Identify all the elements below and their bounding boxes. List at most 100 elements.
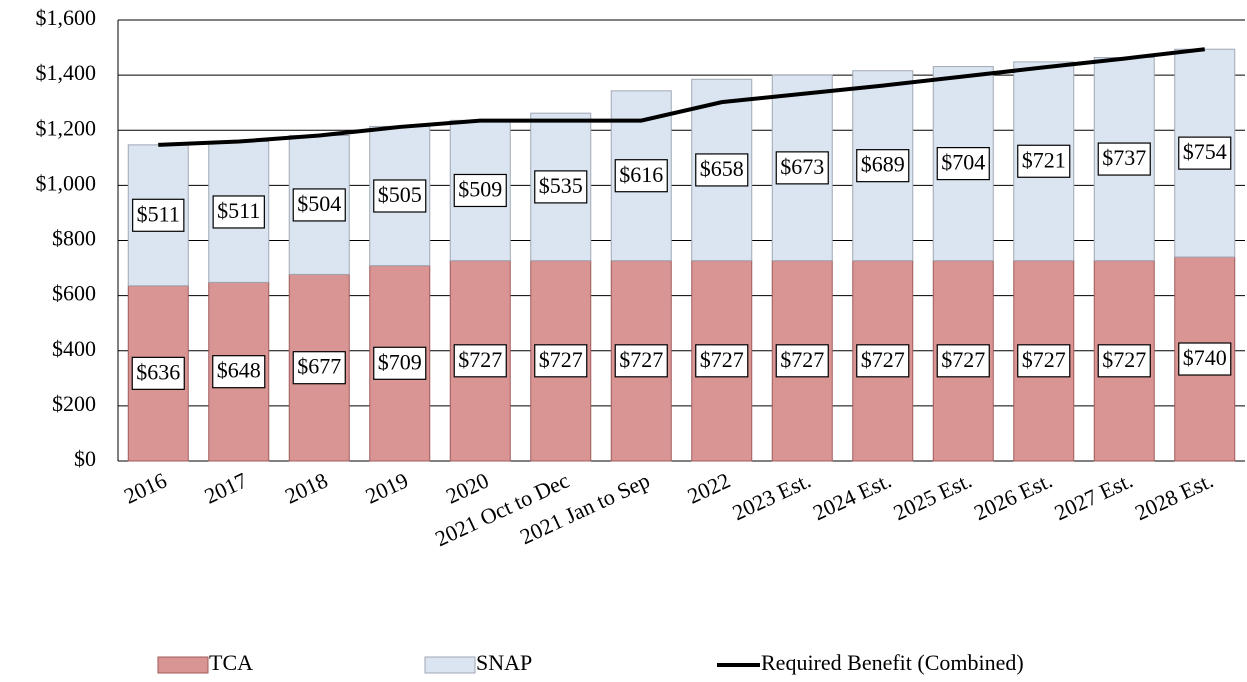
x-tick-label: 2019 [362, 467, 412, 508]
value-label: $704 [936, 147, 990, 181]
legend-swatch [424, 656, 476, 674]
value-label: $511 [212, 195, 265, 229]
value-label: $504 [292, 188, 346, 222]
label-box [936, 344, 990, 378]
value-label: $648 [212, 355, 266, 389]
value-label-text: $658 [700, 156, 744, 181]
legend-swatch [157, 656, 209, 674]
y-tick-label: $600 [52, 281, 96, 306]
value-label: $636 [131, 356, 185, 390]
value-label-text: $727 [861, 347, 905, 372]
label-box [614, 344, 668, 378]
value-label-text: $737 [1102, 145, 1146, 170]
x-tick: 2027 Est. [1051, 467, 1137, 525]
y-tick-label: $800 [52, 226, 96, 251]
label-box [131, 356, 185, 390]
label-box [453, 173, 507, 208]
line [158, 47, 1205, 147]
label-box [292, 351, 346, 385]
label-box [775, 151, 829, 185]
x-tick: 2028 Est. [1131, 467, 1217, 525]
value-label-text: $754 [1183, 139, 1227, 164]
value-label: $673 [775, 151, 829, 185]
value-label-text: $721 [1022, 147, 1066, 172]
value-label: $616 [614, 159, 668, 193]
value-label: $727 [695, 344, 749, 378]
y-tick-label: $1,600 [36, 5, 97, 30]
label-box [1178, 342, 1232, 376]
x-tick-label: 2025 Est. [890, 467, 976, 525]
x-tick-label: 2022 [684, 467, 734, 508]
label-box [1097, 142, 1151, 176]
value-label-text: $511 [217, 198, 260, 223]
value-label-text: $509 [458, 177, 502, 202]
value-label: $677 [292, 351, 346, 385]
value-label-text: $727 [780, 347, 824, 372]
label-box [1178, 136, 1232, 170]
value-label: $505 [373, 179, 427, 213]
value-label-text: $727 [458, 347, 502, 372]
legend-label: SNAP [476, 650, 532, 675]
label-box [1017, 144, 1071, 178]
legend-label: TCA [209, 650, 253, 675]
value-label-text: $727 [1102, 347, 1146, 372]
value-label: $737 [1097, 142, 1151, 176]
x-tick: 2026 Est. [970, 467, 1056, 525]
value-label-text: $727 [941, 347, 985, 372]
x-tick-label: 2018 [281, 467, 331, 508]
value-label: $721 [1017, 144, 1071, 178]
x-tick: 2016 [120, 467, 170, 508]
x-tick: 2018 [281, 467, 331, 508]
x-tick: 2022 [684, 467, 734, 508]
value-label: $689 [856, 149, 910, 183]
label-box [775, 344, 829, 378]
label-box [132, 198, 185, 232]
y-tick-label: $1,400 [36, 60, 97, 85]
x-tick-label: 2027 Est. [1051, 467, 1137, 525]
value-label-text: $727 [619, 347, 663, 372]
x-tick-label: 2016 [120, 467, 170, 508]
value-label: $535 [534, 170, 588, 204]
x-tick-label: 2028 Est. [1131, 467, 1217, 525]
label-box [614, 159, 668, 193]
value-label-text: $727 [1022, 347, 1066, 372]
value-label-text: $636 [136, 359, 180, 384]
y-tick-label: $400 [52, 336, 96, 361]
label-box [373, 179, 427, 213]
x-tick-label: 2023 Est. [729, 467, 815, 525]
y-tick-label: $0 [74, 446, 96, 471]
value-label: $740 [1178, 342, 1232, 376]
value-label: $727 [1017, 344, 1071, 378]
label-box [373, 346, 427, 380]
value-label-text: $511 [137, 201, 180, 226]
label-box [534, 170, 588, 204]
value-label: $727 [936, 344, 990, 378]
value-label-text: $648 [217, 358, 261, 383]
x-tick: 2024 Est. [809, 467, 895, 525]
value-label-text: $740 [1183, 345, 1227, 370]
value-label: $727 [534, 344, 588, 378]
label-box [1017, 344, 1071, 378]
y-tick-label: $200 [52, 391, 96, 416]
value-label: $727 [1097, 344, 1151, 378]
value-label-text: $727 [539, 347, 583, 372]
value-label-text: $677 [297, 354, 341, 379]
value-label: $754 [1178, 136, 1232, 170]
value-label: $709 [373, 346, 427, 380]
x-tick-label: 2024 Est. [809, 467, 895, 525]
label-box [292, 188, 346, 222]
x-tick: 2017 [201, 467, 251, 508]
label-box [453, 344, 507, 378]
value-label-text: $504 [297, 191, 341, 216]
value-label: $511 [132, 198, 185, 232]
label-box [856, 149, 910, 183]
value-label-text: $535 [539, 173, 583, 198]
value-label: $658 [695, 153, 749, 187]
label-box [212, 195, 265, 229]
x-tick: 2019 [362, 467, 412, 508]
value-label: $727 [775, 344, 829, 378]
value-label: $509 [453, 173, 507, 208]
x-tick: 2025 Est. [890, 467, 976, 525]
x-tick-label: 2017 [201, 467, 251, 508]
